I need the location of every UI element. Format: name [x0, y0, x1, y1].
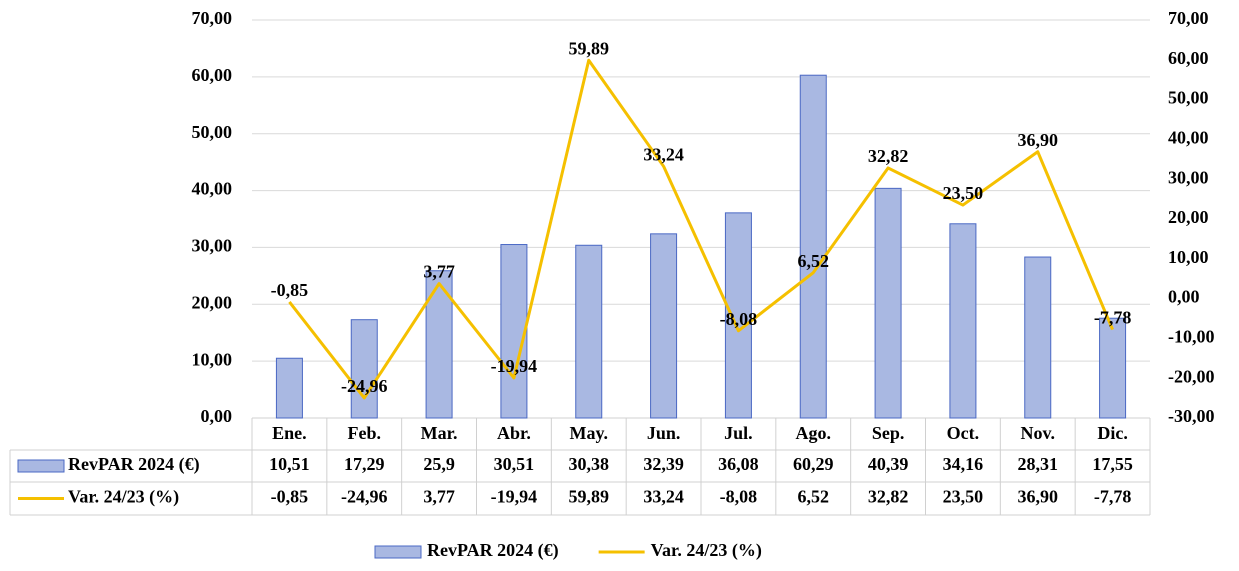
- table-cell: 25,9: [423, 454, 455, 474]
- y-tick-label: 10,00: [192, 349, 233, 369]
- legend-key: [17, 459, 65, 473]
- bar: [350, 319, 378, 419]
- x-tick-label: Jun.: [647, 423, 681, 443]
- table-cell: 32,82: [868, 487, 909, 507]
- table-cell: 60,29: [793, 454, 834, 474]
- y2-tick-label: 20,00: [1168, 207, 1209, 227]
- y-tick-label: 70,00: [192, 8, 233, 28]
- bar: [575, 244, 603, 419]
- table-cell: -7,78: [1094, 487, 1132, 507]
- y2-tick-label: 10,00: [1168, 247, 1209, 267]
- table-cell: 30,51: [494, 454, 535, 474]
- table-row-label: Var. 24/23 (%): [68, 487, 179, 508]
- bar: [949, 223, 977, 419]
- line: [288, 58, 1114, 400]
- data-label: 36,90: [1018, 130, 1059, 150]
- table-cell: 40,39: [868, 454, 909, 474]
- y2-tick-label: 60,00: [1168, 48, 1209, 68]
- x-tick-label: Ago.: [796, 423, 832, 443]
- table-cell: 3,77: [423, 487, 455, 507]
- table-cell: 6,52: [798, 487, 830, 507]
- table-cell: 30,38: [569, 454, 610, 474]
- x-tick-label: Sep.: [872, 423, 905, 443]
- x-tick-label: Mar.: [421, 423, 458, 443]
- y-tick-label: 30,00: [192, 236, 233, 256]
- table-cell: 36,08: [718, 454, 759, 474]
- data-label: 6,52: [798, 251, 830, 271]
- table-cell: 23,50: [943, 487, 984, 507]
- table-cell: 17,55: [1092, 454, 1133, 474]
- table-cell: -8,08: [720, 487, 758, 507]
- table-cell: -0,85: [271, 487, 309, 507]
- x-tick-label: Jul.: [724, 423, 753, 443]
- x-tick-label: Oct.: [947, 423, 979, 443]
- table-cell: 17,29: [344, 454, 385, 474]
- y2-tick-label: 70,00: [1168, 8, 1209, 28]
- x-tick-label: Nov.: [1020, 423, 1055, 443]
- x-tick-label: Dic.: [1097, 423, 1128, 443]
- y-tick-label: 60,00: [192, 65, 233, 85]
- bar: [1099, 317, 1127, 419]
- legend-label: RevPAR 2024 (€): [427, 540, 559, 561]
- bar: [275, 357, 303, 419]
- y2-tick-label: 50,00: [1168, 88, 1209, 108]
- table-cell: 33,24: [643, 487, 684, 507]
- y2-tick-label: 0,00: [1168, 287, 1200, 307]
- y2-tick-label: -20,00: [1168, 366, 1215, 386]
- data-label: -0,85: [271, 280, 309, 300]
- table-cell: 32,39: [643, 454, 684, 474]
- legend-key: [374, 545, 422, 559]
- bar: [1024, 256, 1052, 419]
- y-tick-label: 40,00: [192, 179, 233, 199]
- table-cell: -19,94: [491, 487, 538, 507]
- bar: [724, 212, 752, 419]
- bar: [799, 74, 827, 419]
- table-row-label: RevPAR 2024 (€): [68, 454, 200, 475]
- data-label: -8,08: [720, 309, 758, 329]
- table-cell: 34,16: [943, 454, 984, 474]
- data-label: -7,78: [1094, 308, 1132, 328]
- y-tick-label: 20,00: [192, 292, 233, 312]
- data-label: 33,24: [643, 144, 684, 164]
- bar: [500, 244, 528, 419]
- data-label: -19,94: [491, 356, 538, 376]
- y2-tick-label: 40,00: [1168, 128, 1209, 148]
- x-tick-label: Feb.: [348, 423, 382, 443]
- data-label: 23,50: [943, 183, 984, 203]
- data-label: 3,77: [423, 262, 455, 282]
- data-label: 59,89: [569, 38, 610, 58]
- y2-tick-label: -10,00: [1168, 327, 1215, 347]
- y-tick-label: 50,00: [192, 122, 233, 142]
- x-tick-label: Abr.: [497, 423, 531, 443]
- y2-tick-label: -30,00: [1168, 406, 1215, 426]
- table-cell: 10,51: [269, 454, 310, 474]
- table-cell: -24,96: [341, 487, 388, 507]
- table-cell: 36,90: [1018, 487, 1059, 507]
- data-label: -24,96: [341, 376, 388, 396]
- legend-label: Var. 24/23 (%): [651, 540, 762, 561]
- x-tick-label: May.: [570, 423, 609, 443]
- bar: [650, 233, 678, 419]
- data-label: 32,82: [868, 146, 909, 166]
- y-tick-label: 0,00: [201, 406, 233, 426]
- x-tick-label: Ene.: [272, 423, 307, 443]
- y2-tick-label: 30,00: [1168, 167, 1209, 187]
- table-cell: 59,89: [569, 487, 610, 507]
- bar: [874, 187, 902, 419]
- table-cell: 28,31: [1018, 454, 1059, 474]
